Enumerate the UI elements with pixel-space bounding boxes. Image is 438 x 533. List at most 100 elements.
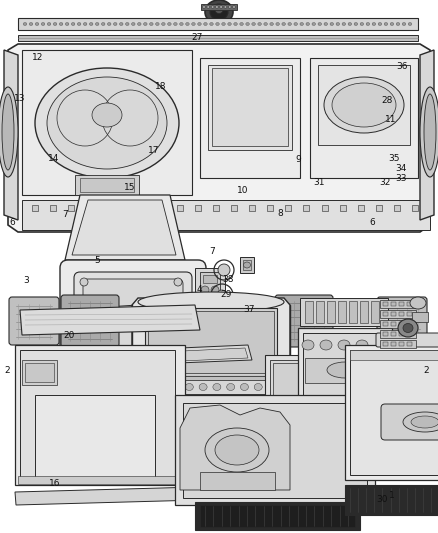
Ellipse shape <box>185 384 193 391</box>
Text: 18: 18 <box>155 82 167 91</box>
Ellipse shape <box>107 22 111 26</box>
Bar <box>249 205 255 211</box>
Ellipse shape <box>155 22 159 26</box>
Text: 1: 1 <box>389 491 395 500</box>
Ellipse shape <box>403 324 413 333</box>
Ellipse shape <box>294 22 297 26</box>
Bar <box>195 268 225 310</box>
Ellipse shape <box>219 6 223 8</box>
Ellipse shape <box>186 22 189 26</box>
Bar <box>148 311 274 373</box>
Text: 6: 6 <box>369 219 375 227</box>
Ellipse shape <box>384 22 388 26</box>
Bar <box>345 485 438 515</box>
Bar <box>380 320 416 328</box>
Ellipse shape <box>80 344 88 352</box>
Bar <box>195 502 360 530</box>
Text: 10: 10 <box>237 187 249 195</box>
Ellipse shape <box>120 22 123 26</box>
Ellipse shape <box>173 22 177 26</box>
Text: 33: 33 <box>396 174 407 182</box>
Bar <box>212 68 288 146</box>
Bar <box>383 302 388 306</box>
Bar <box>123 205 128 211</box>
Ellipse shape <box>411 416 438 428</box>
Bar <box>310 58 418 178</box>
Bar <box>383 342 388 346</box>
Ellipse shape <box>202 6 205 8</box>
Text: 3: 3 <box>23 277 29 285</box>
Ellipse shape <box>264 22 268 26</box>
Ellipse shape <box>327 362 363 378</box>
Text: 38: 38 <box>222 275 233 284</box>
Bar <box>412 312 428 322</box>
Bar <box>145 308 277 376</box>
Ellipse shape <box>35 22 39 26</box>
Bar <box>391 342 396 346</box>
Text: 5: 5 <box>94 256 100 264</box>
FancyBboxPatch shape <box>83 279 183 357</box>
Ellipse shape <box>211 6 214 8</box>
FancyBboxPatch shape <box>275 295 333 347</box>
Bar <box>391 322 396 326</box>
Ellipse shape <box>172 384 180 391</box>
Ellipse shape <box>372 22 376 26</box>
Bar <box>18 476 188 484</box>
FancyBboxPatch shape <box>377 297 427 345</box>
Ellipse shape <box>205 428 269 472</box>
Ellipse shape <box>125 22 129 26</box>
Polygon shape <box>181 348 248 361</box>
Bar <box>412 205 418 211</box>
Text: 2: 2 <box>4 366 10 375</box>
Ellipse shape <box>338 340 350 350</box>
Ellipse shape <box>59 22 63 26</box>
Bar <box>391 302 396 306</box>
Ellipse shape <box>144 384 152 391</box>
Ellipse shape <box>80 278 88 286</box>
Polygon shape <box>178 345 252 363</box>
Text: 37: 37 <box>243 305 254 313</box>
Ellipse shape <box>234 22 237 26</box>
Ellipse shape <box>0 87 18 177</box>
Text: 11: 11 <box>385 116 396 124</box>
Ellipse shape <box>192 22 195 26</box>
Bar <box>339 205 346 211</box>
Bar <box>399 302 404 306</box>
Text: 29: 29 <box>221 290 232 298</box>
Bar <box>316 301 324 323</box>
FancyBboxPatch shape <box>9 297 59 345</box>
Ellipse shape <box>424 94 436 170</box>
Bar <box>350 350 438 360</box>
Ellipse shape <box>65 22 69 26</box>
Polygon shape <box>15 487 200 505</box>
Bar <box>391 312 396 316</box>
Ellipse shape <box>276 22 279 26</box>
Bar <box>80 178 134 192</box>
Ellipse shape <box>398 319 418 337</box>
Ellipse shape <box>222 22 225 26</box>
Ellipse shape <box>244 262 251 268</box>
Bar <box>358 205 364 211</box>
Bar <box>380 330 416 338</box>
Text: 14: 14 <box>48 155 59 163</box>
Bar <box>195 205 201 211</box>
Bar <box>383 322 388 326</box>
Ellipse shape <box>354 22 358 26</box>
Ellipse shape <box>83 22 87 26</box>
Ellipse shape <box>233 6 236 8</box>
Ellipse shape <box>168 22 171 26</box>
Ellipse shape <box>228 22 231 26</box>
Polygon shape <box>65 195 185 260</box>
Text: 35: 35 <box>389 155 400 163</box>
Ellipse shape <box>306 22 310 26</box>
Ellipse shape <box>366 22 370 26</box>
Bar <box>376 205 382 211</box>
Ellipse shape <box>408 22 412 26</box>
Ellipse shape <box>330 22 334 26</box>
Ellipse shape <box>162 22 165 26</box>
Ellipse shape <box>268 384 276 391</box>
Bar <box>200 472 275 490</box>
Text: 7: 7 <box>62 210 68 219</box>
Polygon shape <box>4 50 18 220</box>
Ellipse shape <box>240 22 244 26</box>
